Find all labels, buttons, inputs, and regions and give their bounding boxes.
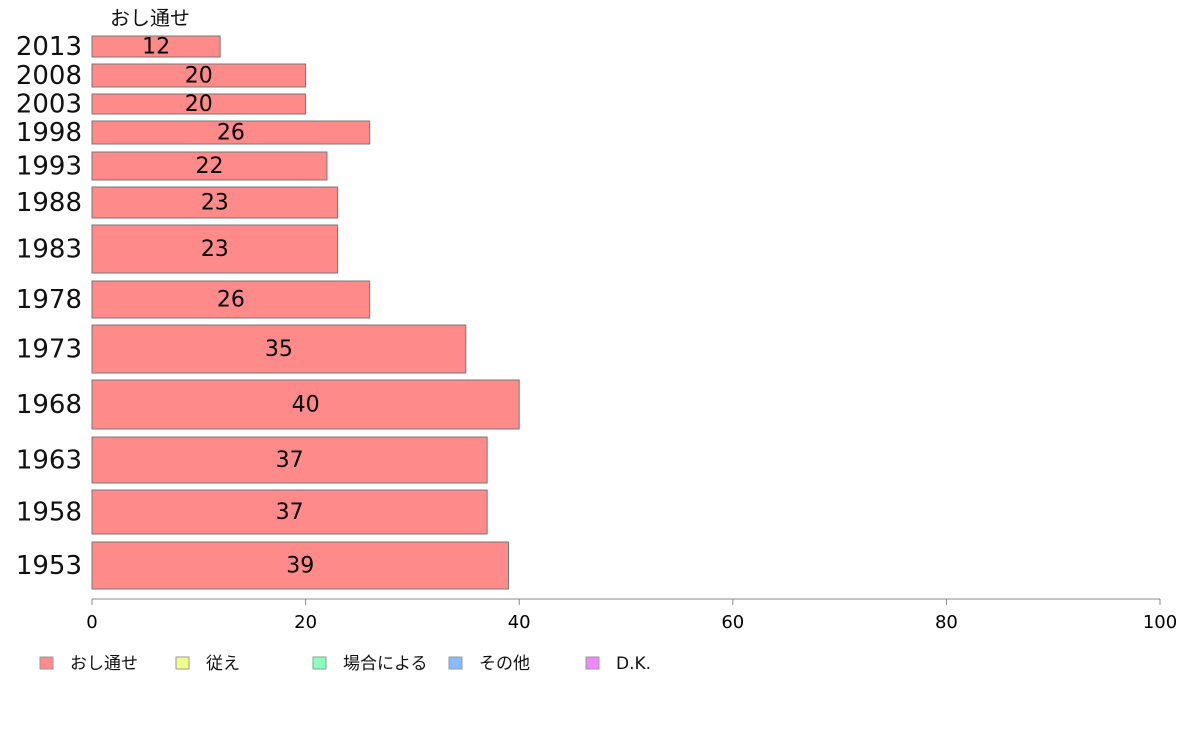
- value-label-1958: 37: [276, 500, 304, 525]
- y-tick-label-2013: 2013: [16, 32, 82, 62]
- bar-2003: [91, 93, 307, 115]
- y-tick-label-1953: 1953: [16, 551, 82, 581]
- y-tick-label-1993: 1993: [16, 152, 82, 182]
- y-tick-label-1958: 1958: [16, 498, 82, 528]
- y-tick-label-2003: 2003: [16, 90, 82, 120]
- x-tick-label-80: 80: [935, 612, 958, 633]
- series-header-label: おし通せ: [110, 6, 190, 30]
- bar-1983: [91, 224, 339, 274]
- bar-1993: [91, 151, 328, 181]
- bar-2008: [91, 63, 307, 88]
- x-tick-label-60: 60: [721, 612, 744, 633]
- legend-label-2: 従え: [206, 654, 240, 674]
- legend-label-1: おし通せ: [70, 654, 138, 674]
- value-label-1993: 22: [195, 154, 223, 179]
- bar-1978: [91, 280, 371, 319]
- legend-swatch-2: [175, 656, 190, 670]
- value-label-1988: 23: [201, 191, 229, 216]
- legend-swatch-1: [39, 656, 54, 670]
- y-tick-label-2008: 2008: [16, 61, 82, 91]
- value-label-1963: 37: [276, 448, 304, 473]
- value-label-2008: 20: [185, 64, 213, 89]
- bar-1958: [91, 489, 488, 535]
- x-tick-label-40: 40: [508, 612, 531, 633]
- bar-1973: [91, 324, 467, 374]
- y-tick-label-1988: 1988: [16, 188, 82, 218]
- legend-label-3: 場合による: [343, 654, 428, 674]
- x-tick-label-20: 20: [294, 612, 317, 633]
- value-label-1978: 26: [217, 288, 245, 313]
- value-label-1998: 26: [217, 121, 245, 146]
- legend-label-4: その他: [479, 654, 530, 674]
- bar-1998: [91, 120, 371, 145]
- x-axis: 0 20 40 60 80 100: [86, 598, 1177, 633]
- bar-1988: [91, 186, 339, 219]
- legend: おし通せ 従え 場合による その他 D.K.: [39, 654, 651, 674]
- bar-1953: [91, 541, 510, 590]
- legend-swatch-3: [312, 656, 327, 670]
- y-tick-label-1978: 1978: [16, 285, 82, 315]
- x-tick-label-100: 100: [1143, 612, 1177, 633]
- y-tick-label-1998: 1998: [16, 118, 82, 148]
- bar-1963: [91, 436, 488, 484]
- x-tick-label-0: 0: [86, 612, 97, 633]
- value-label-1953: 39: [286, 554, 314, 579]
- y-tick-label-1963: 1963: [16, 446, 82, 476]
- bar-1968: [91, 379, 520, 430]
- value-label-1968: 40: [292, 393, 320, 418]
- value-label-1983: 23: [201, 237, 229, 262]
- legend-label-5: D.K.: [616, 654, 651, 674]
- legend-swatch-4: [448, 656, 463, 670]
- value-label-1973: 35: [265, 337, 293, 362]
- bar-2013: [91, 35, 221, 58]
- y-tick-label-1968: 1968: [16, 390, 82, 420]
- y-tick-label-1983: 1983: [16, 235, 82, 265]
- value-label-2003: 20: [185, 92, 213, 117]
- legend-swatch-5: [585, 656, 600, 670]
- value-label-2013: 12: [142, 35, 170, 60]
- y-tick-label-1973: 1973: [16, 335, 82, 365]
